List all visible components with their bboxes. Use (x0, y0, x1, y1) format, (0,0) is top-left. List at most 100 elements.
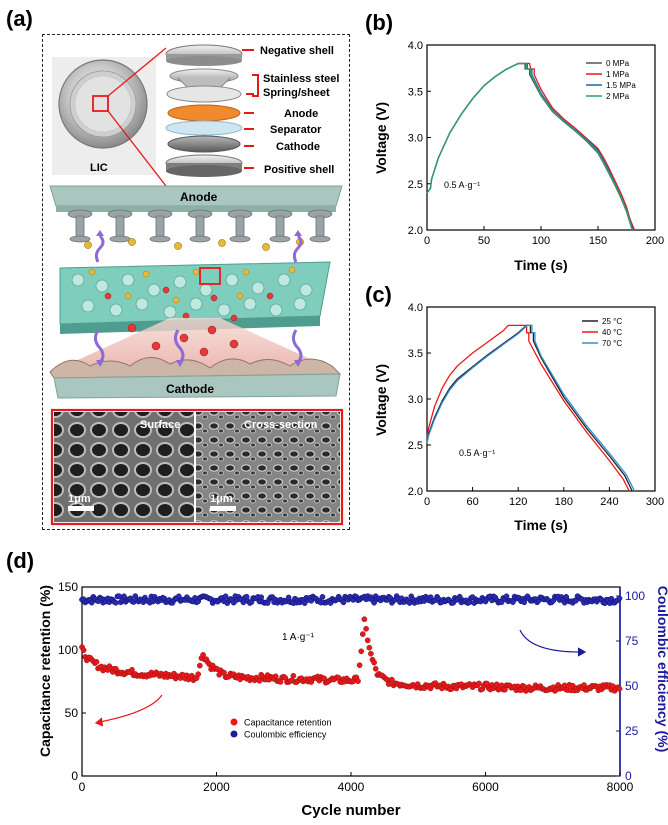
chart-d-y2label: Coulombic efficiency (%) (655, 586, 668, 752)
chart-d-guide-arrows (94, 629, 587, 727)
d-ce-point (285, 594, 292, 601)
d-xtick-label: 6000 (472, 780, 499, 794)
d-ytick-label: 0 (71, 769, 78, 783)
d-ce-point (510, 599, 516, 605)
d-cap-point (356, 662, 363, 669)
sem-cross-section-label: Cross-section (244, 419, 318, 431)
schematic-frame (42, 34, 350, 530)
d-ytick-label: 50 (65, 706, 79, 720)
d-ce-point (88, 599, 95, 606)
d-cap-point (80, 647, 87, 653)
d-cap-point (355, 678, 361, 684)
d-cap-point (493, 681, 500, 688)
b-xtick-label: 100 (532, 235, 550, 247)
d-legend-label: Capacitance retention (244, 718, 332, 728)
c-xtick-label: 240 (600, 496, 618, 508)
d-y2tick-label: 25 (625, 724, 639, 738)
d-xtick-label: 0 (79, 780, 86, 794)
d-cap-point (364, 637, 371, 644)
label-stainless-steel: Stainless steel (263, 73, 339, 85)
c-ytick-label: 3.5 (408, 348, 423, 360)
cathode-bar-label: Cathode (166, 382, 214, 396)
d-y2tick-label: 100 (625, 589, 645, 603)
panel-label-d: (d) (6, 548, 35, 573)
d-cap-point (272, 673, 279, 680)
chart-d-annotation: 1 A·g⁻¹ (282, 632, 315, 643)
b-ytick-label: 3.5 (408, 86, 423, 98)
d-ce-point (121, 593, 127, 600)
c-ytick-label: 3.0 (408, 394, 423, 406)
chart-d-xlabel: Cycle number (301, 802, 400, 819)
d-ce-point (258, 594, 265, 601)
d-legend-marker (230, 730, 238, 738)
cathode-layer (49, 318, 342, 399)
c-xtick-label: 300 (646, 496, 664, 508)
chart-c-annotation: 0.5 A·g⁻¹ (459, 448, 495, 458)
c-xtick-label: 0 (424, 496, 430, 508)
separator-membrane (59, 261, 331, 334)
d-cap-point (129, 666, 135, 673)
b-legend-label: 0 MPa (606, 59, 630, 68)
d-cap-point (366, 644, 373, 651)
sem-scale-bar-left: 1μm (68, 493, 91, 505)
c-xtick-label: 180 (555, 496, 573, 508)
label-anode: Anode (284, 108, 318, 120)
chart-d-ylabel: Capacitance retention (%) (37, 585, 53, 757)
d-cap-point (361, 616, 368, 623)
c-legend-label: 25 °C (602, 317, 622, 326)
d-xtick-label: 4000 (338, 780, 365, 794)
label-separator: Separator (270, 124, 322, 136)
sem-surface-label: Surface (140, 419, 180, 431)
d-ytick-label: 150 (58, 580, 78, 594)
coin-label: LIC (90, 162, 108, 174)
d-y2tick-label: 0 (625, 769, 632, 783)
d-xtick-label: 8000 (607, 780, 634, 794)
panel-label-a: (a) (6, 6, 33, 31)
d-y2tick-label: 75 (625, 634, 639, 648)
d-cap-point (195, 671, 202, 678)
c-xtick-label: 60 (466, 496, 478, 508)
c-legend-label: 40 °C (602, 328, 622, 337)
d-legend-marker (230, 718, 238, 726)
chart-c-ylabel: Voltage (V) (373, 364, 389, 436)
ion-transport-arrows (93, 230, 303, 367)
d-ce-point (616, 595, 623, 602)
sem-images (50, 408, 344, 526)
c-ytick-label: 2.5 (408, 440, 423, 452)
d-cap-point (372, 665, 379, 672)
b-legend-label: 1 MPa (606, 70, 630, 79)
chart-b-legend: 0 MPa 1 MPa 1.5 MPa 2 MPa (586, 59, 636, 101)
d-ce-point (240, 599, 247, 606)
anode-ions (84, 238, 304, 251)
d-cap-point (616, 685, 623, 692)
panel-label-b: (b) (365, 10, 394, 35)
b-legend-label: 2 MPa (606, 92, 630, 101)
d-legend-label: Coulombic efficiency (244, 730, 327, 740)
label-spring-sheet: Spring/sheet (263, 87, 330, 99)
d-ce-point (113, 599, 119, 606)
d-ce-point (503, 593, 510, 600)
d-ce-point (340, 599, 347, 606)
d-cap-point (93, 659, 100, 665)
d-xtick-label: 2000 (203, 780, 230, 794)
d-cap-point (196, 662, 203, 669)
b-legend-label: 1.5 MPa (606, 81, 636, 90)
spring-pillars (67, 209, 333, 243)
c-ytick-label: 4.0 (408, 302, 423, 314)
b-xtick-label: 50 (478, 235, 490, 247)
d-ce-point (319, 594, 326, 600)
chart-b-annotation: 0.5 A·g⁻¹ (444, 180, 480, 190)
b-ytick-label: 2.0 (408, 225, 423, 237)
d-cap-point (476, 680, 482, 687)
b-ytick-label: 2.5 (408, 179, 423, 191)
d-cap-point (363, 625, 369, 632)
stack-label-markers (242, 49, 259, 169)
chart-b-ylabel: Voltage (V) (373, 102, 389, 174)
chart-b-xlabel: Time (s) (514, 257, 567, 273)
anode-bar-label: Anode (180, 190, 218, 204)
c-series-1 (426, 324, 630, 492)
d-cap-point (358, 648, 365, 655)
d-ce-point (222, 593, 229, 600)
chart-c-legend: 25 °C 40 °C 70 °C (582, 317, 622, 348)
